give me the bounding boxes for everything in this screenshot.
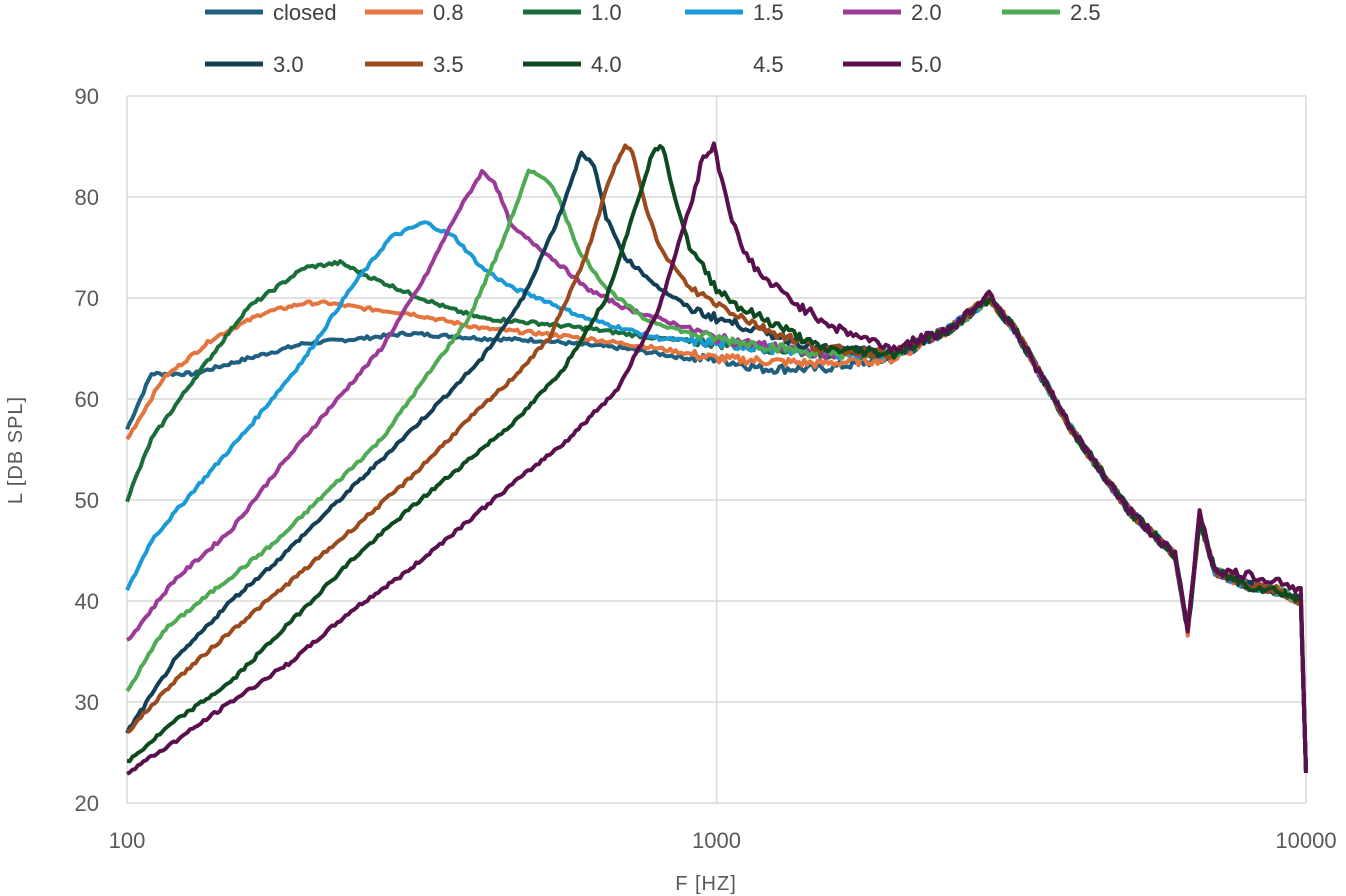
y-tick-label: 30 xyxy=(75,690,99,715)
legend-label-3.5: 3.5 xyxy=(433,52,464,77)
grid xyxy=(126,95,1307,804)
series-line-5.0 xyxy=(126,141,1308,776)
legend-label-5.0: 5.0 xyxy=(911,52,942,77)
legend: closed 0.8 1.0 1.5 2.0 2.5 3.0 3.5 4.0 4.5 5.0 xyxy=(205,0,1101,77)
x-tick-label: 1000 xyxy=(692,828,741,853)
x-axis-label: F [HZ] xyxy=(675,873,737,895)
legend-label-1.0: 1.0 xyxy=(591,0,622,25)
legend-label-1.5: 1.5 xyxy=(753,0,784,25)
y-tick-label: 40 xyxy=(75,589,99,614)
x-tick-label: 100 xyxy=(109,828,146,853)
legend-label-3.0: 3.0 xyxy=(273,52,304,77)
legend-label-4.5: 4.5 xyxy=(753,52,784,77)
axis-ticks: 20 30 40 50 60 70 80 90 100 1000 10000 xyxy=(75,84,1337,853)
y-tick-label: 20 xyxy=(75,791,99,816)
y-tick-label: 60 xyxy=(75,387,99,412)
legend-label-2.0: 2.0 xyxy=(911,0,942,25)
y-axis-label: L [DB SPL] xyxy=(5,396,27,504)
legend-label-0.8: 0.8 xyxy=(433,0,464,25)
legend-label-2.5: 2.5 xyxy=(1070,0,1101,25)
y-tick-label: 90 xyxy=(75,84,99,109)
x-tick-label: 10000 xyxy=(1275,828,1336,853)
y-tick-label: 50 xyxy=(75,488,99,513)
y-tick-label: 80 xyxy=(75,185,99,210)
y-tick-label: 70 xyxy=(75,286,99,311)
series-lines xyxy=(125,141,1308,776)
legend-label-4.0: 4.0 xyxy=(591,52,622,77)
legend-label-closed: closed xyxy=(273,0,337,25)
